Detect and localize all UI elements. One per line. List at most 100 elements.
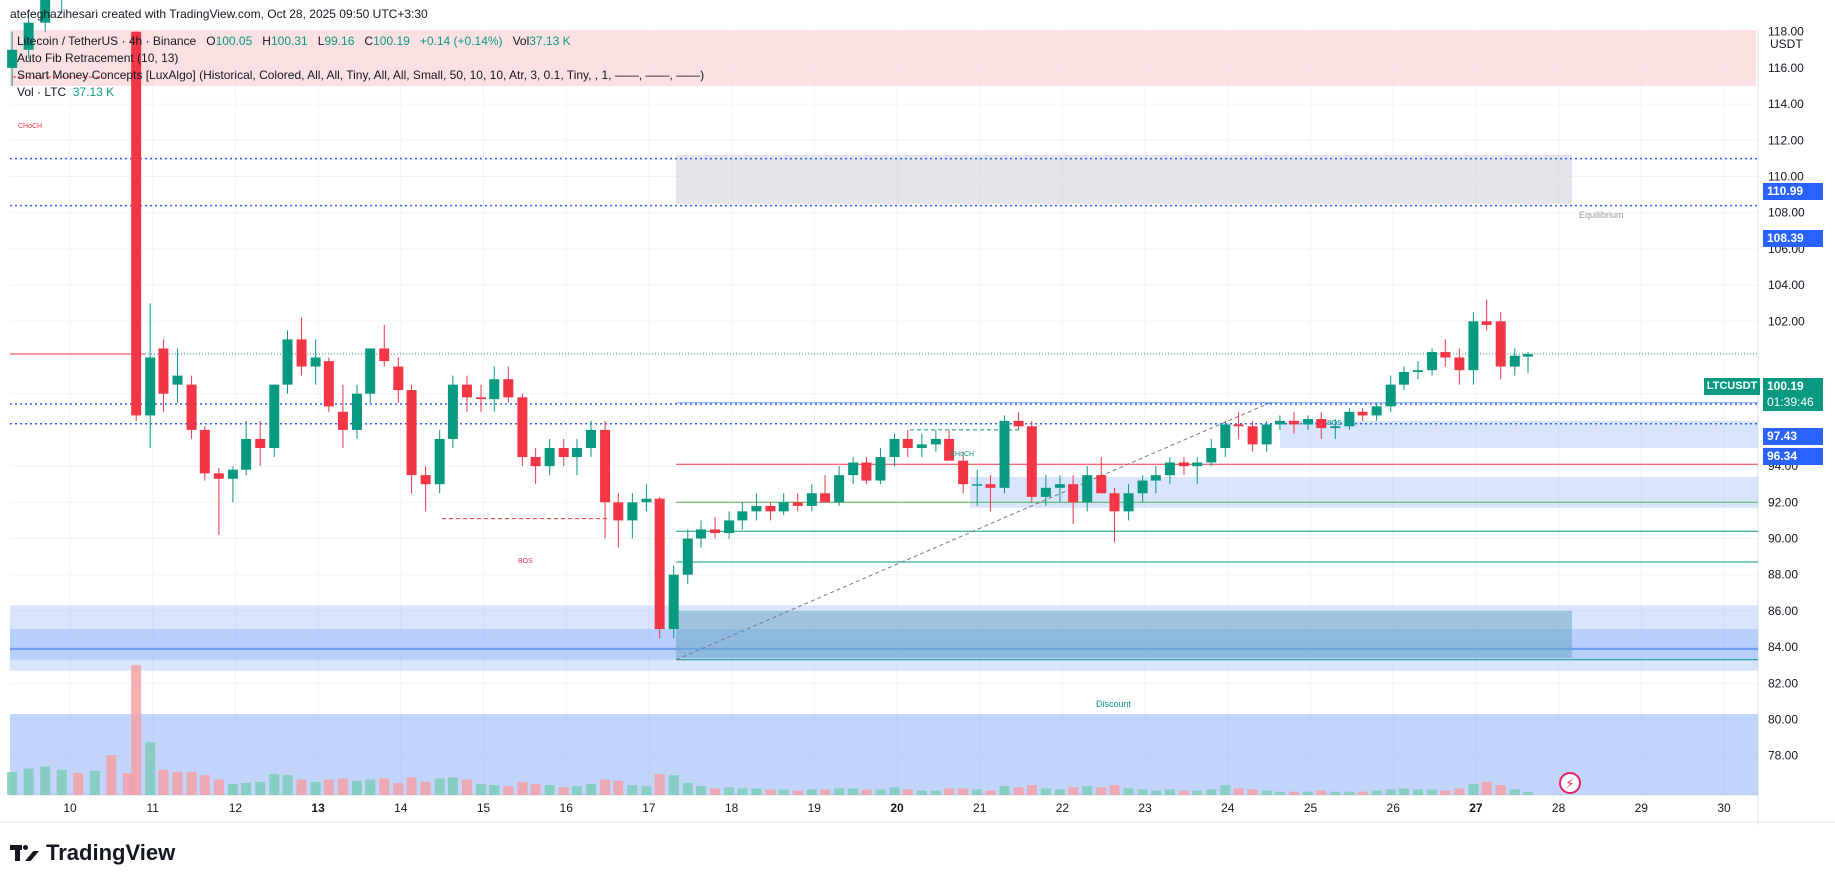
tradingview-logo[interactable]: TradingView xyxy=(10,840,175,866)
candle xyxy=(213,467,224,535)
candle-body xyxy=(600,429,611,503)
time-tick-label: 10 xyxy=(63,801,77,815)
volume-bar xyxy=(1220,785,1231,795)
volume-bar xyxy=(40,766,51,795)
currency-label[interactable]: USDT xyxy=(1770,37,1803,51)
legend-open-label: O xyxy=(206,34,216,48)
volume-bar xyxy=(461,779,472,795)
price-tick-label: 108.00 xyxy=(1768,206,1805,220)
candle-body xyxy=(530,457,541,467)
candle xyxy=(737,502,748,530)
candle-body xyxy=(172,375,183,385)
candle-body xyxy=(310,357,321,367)
time-tick-label: 29 xyxy=(1635,801,1649,815)
legend-volume-indicator-value: 37.13 K xyxy=(72,85,115,99)
volume-bar xyxy=(1288,791,1299,795)
candle xyxy=(1509,348,1520,376)
candle xyxy=(517,393,528,467)
candle xyxy=(806,484,817,512)
candle-body xyxy=(1413,370,1424,372)
candle-body xyxy=(255,438,266,448)
candle xyxy=(365,348,376,403)
candle-body xyxy=(1385,384,1396,407)
time-tick-label: 28 xyxy=(1552,801,1566,815)
candle xyxy=(1454,348,1465,385)
legend-fib-indicator[interactable]: Auto Fib Retracement (10, 13) xyxy=(17,51,179,65)
volume-bar xyxy=(972,789,983,795)
volume-bar xyxy=(1523,791,1534,795)
volume-bar xyxy=(613,780,624,795)
volume-bar xyxy=(56,769,67,795)
candle xyxy=(241,420,252,476)
volume-bar xyxy=(365,779,376,795)
candle-body xyxy=(213,473,224,479)
candle-body xyxy=(1233,424,1244,427)
candle xyxy=(351,384,362,439)
volume-bar xyxy=(916,790,927,795)
lightning-icon[interactable]: ⚡ xyxy=(1559,772,1581,794)
candle-body xyxy=(765,505,776,512)
candle xyxy=(902,429,913,458)
candle-body xyxy=(269,384,280,448)
candle xyxy=(420,466,431,512)
price-tick-label: 116.00 xyxy=(1768,61,1804,75)
candle xyxy=(1247,420,1258,452)
candle xyxy=(158,339,169,412)
candle-body xyxy=(985,484,996,488)
candle xyxy=(1206,438,1217,467)
legend-volume-indicator[interactable]: Vol · LTC 37.13 K xyxy=(17,85,114,99)
legend-smc-indicator[interactable]: Smart Money Concepts [LuxAlgo] (Historic… xyxy=(17,68,705,82)
symbol-tag: LTCUSDT xyxy=(1704,378,1760,395)
time-tick-label: 30 xyxy=(1717,801,1731,815)
volume-bar xyxy=(1150,790,1161,795)
fib-trend-line xyxy=(675,402,1271,661)
legend-symbol-row[interactable]: Litecoin / TetherUS · 4h · Binance O 100.… xyxy=(17,34,571,48)
candle xyxy=(875,448,886,485)
candle xyxy=(434,429,445,494)
candle-body xyxy=(186,384,197,430)
volume-bar xyxy=(1123,788,1134,795)
candle xyxy=(627,493,638,539)
volume-bar xyxy=(379,778,390,795)
candle-body xyxy=(1261,424,1272,445)
candle-body xyxy=(434,438,445,485)
price-tag-level-1: 97.43 xyxy=(1763,428,1823,445)
volume-bar xyxy=(875,789,886,795)
candle-body xyxy=(296,339,307,367)
candle xyxy=(613,493,624,548)
time-tick-label: 26 xyxy=(1387,801,1401,815)
candle xyxy=(944,429,955,461)
volume-bar xyxy=(1344,791,1355,795)
volume-bar xyxy=(1164,789,1175,795)
candle xyxy=(1344,408,1355,430)
candle xyxy=(682,529,693,584)
price-tick-label: 114.00 xyxy=(1768,97,1804,111)
volume-bar xyxy=(654,774,665,795)
volume-bar xyxy=(7,771,18,795)
price-tick-label: 92.00 xyxy=(1768,495,1798,509)
candle-body xyxy=(641,498,652,503)
volume-bar xyxy=(1261,790,1272,795)
candle-body xyxy=(1468,321,1479,371)
candle xyxy=(1054,475,1065,503)
candle-body xyxy=(972,484,983,486)
legend-symbol[interactable]: Litecoin / TetherUS · 4h · Binance xyxy=(17,34,197,48)
volume-bar xyxy=(544,785,555,795)
annotation-choch-2: CHoCH xyxy=(950,451,974,458)
candle-body xyxy=(1040,487,1051,497)
time-tick-label: 21 xyxy=(973,801,987,815)
legend-volume: 37.13 K xyxy=(529,34,571,48)
candle xyxy=(1109,487,1120,543)
legend-close-label: C xyxy=(364,34,374,48)
candle xyxy=(1137,475,1148,503)
price-tick-label: 110.00 xyxy=(1768,170,1804,184)
candle xyxy=(1385,375,1396,412)
candle-body xyxy=(1454,357,1465,371)
time-tick-label: 14 xyxy=(394,801,408,815)
candle-body xyxy=(778,502,789,512)
candle xyxy=(544,438,555,476)
volume-bar xyxy=(1233,788,1244,795)
candle-body xyxy=(861,462,872,481)
legend-high: 100.31 xyxy=(270,34,308,48)
